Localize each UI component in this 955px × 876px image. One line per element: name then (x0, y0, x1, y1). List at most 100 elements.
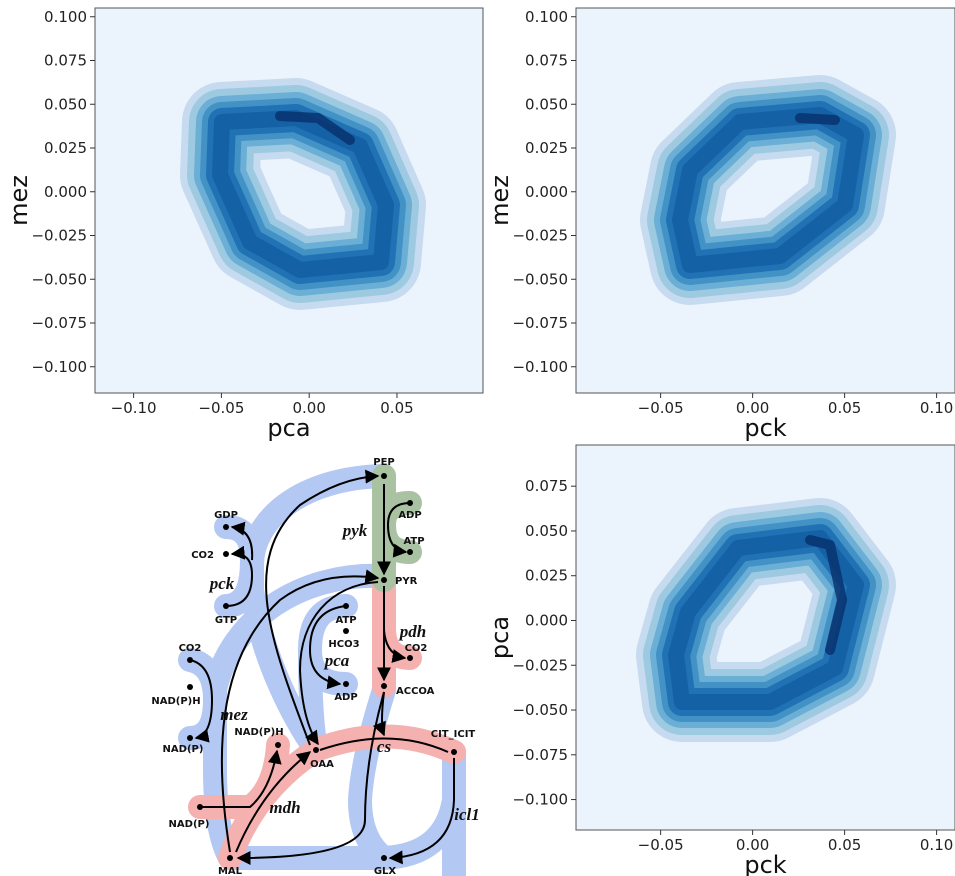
reaction-label: pyk (341, 521, 368, 540)
metabolite-dot (275, 742, 281, 748)
highlight (348, 678, 396, 870)
density-peak (795, 113, 840, 125)
y-tick-label: −0.025 (512, 227, 568, 245)
reaction-label: cs (377, 737, 392, 756)
metabolite-dot (223, 524, 229, 530)
metabolite-label: CIT_ICIT (431, 729, 476, 740)
metabolite-label: CO2 (179, 643, 202, 654)
metabolite-label: NAD(P) (163, 744, 204, 755)
metabolite-label: NAD(P)H (151, 696, 200, 707)
metabolite-dot (381, 683, 387, 689)
arrow (189, 659, 214, 743)
y-tick-label: −0.050 (512, 270, 568, 288)
metabolite-dot (381, 855, 387, 861)
arrow (383, 629, 407, 663)
kde-chart: −0.05 0.00 0.05 0.10 0.100 0.075 0.050 0.025 0.0… (486, 7, 955, 442)
reaction-arrows (189, 469, 455, 865)
reaction-label: ms (322, 869, 342, 876)
x-tick-label: −0.10 (111, 399, 157, 417)
metabolite-label: PEP (373, 457, 395, 468)
metabolite-label: OAA (310, 759, 334, 770)
plot-background (576, 445, 955, 830)
y-tick-label: 0.100 (44, 8, 87, 26)
kde-chart: −0.10 −0.05 0.00 0.05 0.100 0.075 0.050 0.025 0.… (5, 7, 484, 442)
metabolite-label: ADP (398, 510, 421, 521)
metabolite-dot (407, 549, 413, 555)
y-tick-label: 0.100 (525, 8, 568, 26)
arrow (235, 751, 312, 853)
metabolite-label: ACCOA (396, 686, 435, 697)
arrow (236, 691, 385, 865)
y-tick-label: −0.075 (512, 746, 568, 764)
arrow (225, 545, 254, 607)
y-axis-label: mez (486, 175, 514, 226)
x-tick-label: 0.00 (736, 836, 769, 854)
y-tick-label: 0.050 (44, 95, 87, 113)
x-axis-label: pck (744, 851, 786, 876)
density-contours (180, 78, 426, 310)
metabolite-dot (223, 603, 229, 609)
reaction-label: mdh (269, 798, 300, 817)
metabolite-dot (343, 681, 349, 687)
metabolite-label: GLX (374, 866, 397, 876)
x-tick-label: 0.00 (736, 399, 769, 417)
metabolite-label: GTP (215, 615, 237, 626)
metabolite-label: ATP (403, 536, 424, 547)
density-peak (805, 535, 847, 655)
plot-frame (575, 7, 955, 394)
y-tick-label: 0.075 (44, 52, 87, 70)
metabolite-dot (197, 804, 203, 810)
arrow (386, 502, 411, 558)
metabolites: PEP ADP ATP PYR GDP CO2 GTP ATP HCO3 CO2 ADP ACCOA C… (151, 457, 475, 876)
density-contour (672, 107, 864, 273)
x-tick-label: −0.05 (638, 399, 684, 417)
metabolite-label: NAD(P) (169, 819, 210, 830)
y-tick-label: 0.075 (525, 52, 568, 70)
metabolite-label: NAD(P)H (234, 727, 283, 738)
arrow (388, 758, 455, 865)
y-tick-label: −0.050 (512, 701, 568, 719)
metabolite-dot (381, 473, 387, 479)
metabolite-dot (313, 747, 319, 753)
x-tick-label: 0.00 (292, 399, 325, 417)
y-tick-label: −0.100 (31, 358, 87, 376)
density-contours (636, 498, 896, 742)
y-tick-label: −0.075 (31, 314, 87, 332)
network-diagram: PEP ADP ATP PYR GDP CO2 GTP ATP HCO3 CO2 ADP ACCOA C… (151, 457, 480, 876)
y-axis-label: mez (5, 175, 33, 226)
y-tick-label: 0.025 (44, 139, 87, 157)
x-tick-label: 0.10 (920, 836, 953, 854)
metabolite-dot (343, 603, 349, 609)
x-tick-label: 0.05 (828, 836, 861, 854)
metabolite-dot (451, 749, 457, 755)
reaction-label: pck (208, 574, 235, 593)
x-tick-label: 0.10 (920, 399, 953, 417)
y-tick-label: 0.025 (525, 567, 568, 585)
metabolite-label: CO2 (405, 643, 428, 654)
x-tick-label: 0.05 (380, 399, 413, 417)
y-tick-label: 0.000 (44, 183, 87, 201)
y-tick-label: −0.100 (512, 358, 568, 376)
metabolite-label: ATP (335, 615, 356, 626)
x-axis-label: pca (267, 414, 310, 442)
metabolite-label: CO2 (191, 550, 214, 561)
y-tick-label: −0.075 (512, 314, 568, 332)
arrow (265, 469, 380, 746)
arrow (220, 569, 380, 853)
metabolite-label: HCO3 (328, 639, 359, 650)
y-tick-label: −0.050 (31, 270, 87, 288)
metabolite-label: GDP (214, 510, 238, 521)
x-axis-label: pck (744, 414, 786, 442)
arrow (200, 749, 282, 808)
density-contours (640, 75, 896, 305)
y-tick-label: 0.000 (525, 183, 568, 201)
metabolite-dot (407, 500, 413, 506)
reaction-label: icl1 (454, 805, 480, 824)
arrow (298, 581, 379, 746)
metabolite-dot (381, 577, 387, 583)
metabolite-label: MAL (218, 866, 243, 876)
reaction-label: pdh (398, 622, 426, 641)
density-peak (275, 111, 355, 145)
metabolite-dot (223, 551, 229, 557)
plot-background (576, 8, 955, 393)
